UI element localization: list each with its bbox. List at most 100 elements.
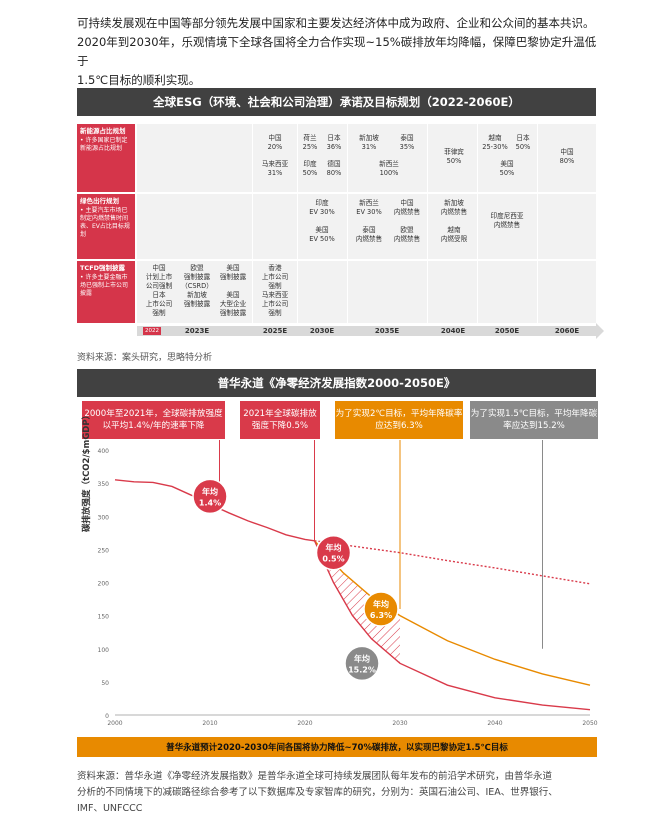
timeline-year: 2050E (494, 327, 520, 335)
cell: 日本 上市公司 强制 (145, 291, 173, 317)
rate-circle (344, 645, 380, 682)
emissions-chart: 0 50 100 150 200 250 300 350 400 2000 2010 2020 2030… (98, 440, 598, 727)
callout-1-5c: 为了实现1.5℃目标，平均年降碳率应达到15.2% (470, 401, 598, 439)
x-tick-label: 2050 (582, 720, 597, 727)
row-title: TCFD强制披露 (80, 264, 126, 272)
cell: 美国 大型企业 强制披露 (219, 291, 247, 317)
cell: 新加坡 31% (359, 134, 379, 151)
cell: 中国 内燃禁售 (393, 199, 421, 216)
x-tick-label: 2040 (487, 720, 502, 727)
intro-line: 2020年到2030年，乐观情境下全球各国将全力合作实现~15%碳排放年均降幅，… (77, 35, 597, 68)
y-tick-label: 400 (98, 448, 110, 455)
rate-circle (315, 534, 352, 571)
y-axis-label: 碳排放强度（tCO2/$mGDP） (82, 410, 92, 532)
cell: 新加坡 强制披露 (183, 291, 211, 308)
cell: 菲律宾 50% (444, 148, 464, 165)
row-label-mobility: 绿色出行规划 • 主要汽车市场已制定内燃禁售时间表、EV占比目标规划 (77, 194, 135, 259)
x-tick-label: 2000 (107, 720, 122, 727)
row-label-tcfd: TCFD强制披露 • 许多主要金融市场已强制上市公司披露 (77, 261, 135, 323)
timeline-year: 2023E (184, 327, 210, 335)
cell: 中国 20% (267, 134, 283, 151)
cell: 中国 80% (559, 148, 575, 165)
intro-line: 可持续发展观在中国等部分领先发展中国家和主要发达经济体中成为政府、企业和公众间的… (77, 16, 595, 30)
timeline-year: 2060E (554, 327, 580, 335)
rate-circle-value: 1.4% (199, 498, 221, 507)
row-band (137, 124, 596, 192)
cell: 新西兰 100% (379, 160, 399, 177)
cell: 印度 EV 30% (309, 199, 335, 216)
callout-historic: 2000年至2021年，全球碳排放强度以平均1.4%/年的速率下降 (82, 401, 225, 439)
callout-2021: 2021年全球碳排放强度下降0.5% (240, 401, 320, 439)
cell: 美国 EV 50% (309, 226, 335, 243)
y-tick-label: 50 (101, 680, 109, 687)
row-label-energy: 新能源占比规划 • 许多国家已制定新能源占比规划 (77, 124, 135, 192)
x-tick-label: 2010 (202, 720, 217, 727)
row-band (137, 261, 596, 323)
cell: 泰国 35% (399, 134, 415, 151)
series-line-2 (313, 540, 591, 686)
intro-paragraph: 可持续发展观在中国等部分领先发展中国家和主要发达经济体中成为政府、企业和公众间的… (77, 14, 597, 90)
callout-2c: 为了实现2℃目标，平均年降碳率应达到6.3% (335, 401, 463, 439)
cell: 荷兰 25% (302, 134, 318, 151)
rate-circle-value: 15.2% (348, 665, 376, 674)
cell: 欧盟 内燃禁售 (393, 226, 421, 243)
row-band (137, 194, 596, 259)
rate-circle (363, 591, 399, 627)
y-tick-label: 150 (98, 614, 110, 621)
cell: 日本 50% (515, 134, 531, 151)
esg-title-bar: 全球ESG（环境、社会和公司治理）承诺及目标规划（2022-2060E） (77, 88, 596, 116)
rate-circle-label: 年均 (202, 486, 218, 496)
intro-line: 1.5℃目标的顺利实现。 (77, 73, 201, 87)
timeline-year-current: 2022 (143, 327, 161, 335)
series-line-1 (314, 540, 591, 585)
cell: 印度尼西亚 内燃禁售 (490, 212, 524, 229)
cell: 日本 36% (326, 134, 342, 151)
row-title: 绿色出行规划 (80, 197, 119, 205)
row-title: 新能源占比规划 (80, 127, 126, 135)
x-tick-label: 2020 (297, 720, 312, 727)
cell: 马来西亚 31% (261, 160, 289, 177)
y-tick-label: 0 (105, 713, 109, 720)
cell: 越南 内燃受限 (440, 226, 468, 243)
rate-circle-label: 年均 (373, 599, 389, 609)
x-tick-label: 2030 (392, 720, 407, 727)
y-tick-label: 300 (98, 514, 110, 521)
rate-circle-value: 6.3% (370, 611, 392, 620)
rate-circle-label: 年均 (354, 653, 370, 663)
timeline-year: 2040E (440, 327, 466, 335)
cell: 越南 25-30% (482, 134, 508, 151)
timeline-year: 2035E (374, 327, 400, 335)
footer-line: 分析的不同情境下的减碳路径综合参考了以下数据库及专家智库的研究，分别为：英国石油… (77, 787, 558, 798)
cell: 马来西亚 上市公司 强制 (261, 291, 289, 317)
esg-source: 资料来源：案头研究，思略特分析 (77, 353, 213, 363)
rate-circle (192, 478, 228, 515)
y-tick-label: 350 (98, 481, 110, 488)
rate-circle-value: 0.5% (322, 555, 344, 564)
timeline-year: 2025E (262, 327, 288, 335)
cell: 新加坡 内燃禁售 (440, 199, 468, 216)
chart-title-bar: 普华永道《净零经济发展指数2000-2050E》 (77, 369, 596, 397)
cell: 德国 80% (326, 160, 342, 177)
cell: 香港 上市公司 强制 (261, 264, 289, 290)
timeline-year: 2030E (309, 327, 335, 335)
row-subtitle: • 许多国家已制定新能源占比规划 (80, 137, 128, 152)
cell: 印度 50% (302, 160, 318, 177)
cell: 美国 强制披露 (219, 264, 247, 281)
cell: 美国 50% (499, 160, 515, 177)
esg-timeline-grid: 新能源占比规划 • 许多国家已制定新能源占比规划 绿色出行规划 • 主要汽车市场… (77, 124, 604, 339)
timeline-axis (137, 326, 596, 336)
cell: 新西兰 EV 30% (356, 199, 382, 216)
rate-circle-label: 年均 (326, 543, 342, 553)
footer-line: 资料来源：普华永道《净零经济发展指数》是普华永道全球可持续发展团队每年发布的前沿… (77, 771, 553, 782)
y-tick-label: 200 (98, 581, 110, 588)
hatched-gap-area (314, 540, 400, 664)
series-line-3 (313, 540, 591, 711)
footer-line: IMF、UNFCCC (77, 803, 143, 814)
cell: 欧盟 强制披露 （CSRD） (181, 264, 213, 290)
cell: 泰国 内燃禁售 (355, 226, 383, 243)
footer-source: 资料来源：普华永道《净零经济发展指数》是普华永道全球可持续发展团队每年发布的前沿… (77, 769, 597, 817)
chart-bottom-banner: 普华永道预计2020-2030年间各国将协力降低~70%碳排放，以实现巴黎协定1… (77, 737, 597, 757)
row-subtitle: • 主要汽车市场已制定内燃禁售时间表、EV占比目标规划 (80, 207, 130, 238)
timeline-arrow-icon (596, 323, 604, 339)
y-tick-label: 100 (98, 647, 110, 654)
